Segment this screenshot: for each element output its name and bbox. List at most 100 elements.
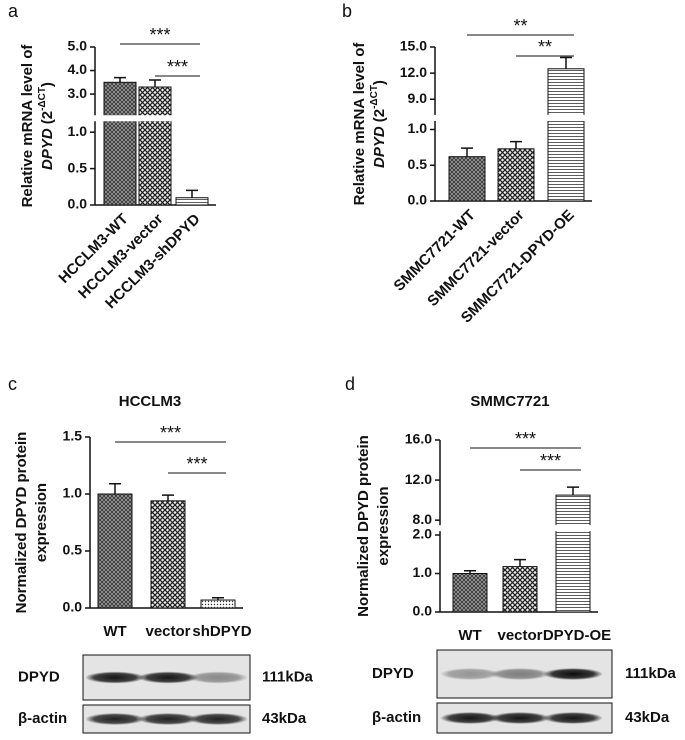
y-tick-label: 2.0: [413, 526, 433, 542]
axis-break: [103, 115, 137, 122]
error-bar: [461, 147, 473, 157]
significance-label: ***: [540, 451, 561, 471]
x-tick-label: DPYD-OE: [543, 627, 611, 644]
y-tick-label: 0.0: [63, 599, 83, 615]
blot-band: [85, 671, 145, 684]
x-tick-label: shDPYD: [192, 623, 251, 640]
significance-label: ***: [149, 25, 170, 45]
blot-band: [490, 668, 550, 680]
y-tick-label: 4.0: [68, 61, 88, 77]
blot-band: [188, 671, 248, 684]
blot-band: [440, 712, 500, 724]
y-label-exponent: -ΔCT: [369, 85, 380, 109]
error-bar: [567, 486, 579, 496]
significance-label: ***: [186, 454, 207, 474]
bar: [138, 86, 172, 206]
y-tick-label: 0.5: [63, 542, 83, 558]
y-tick-label: 1.0: [408, 120, 428, 136]
blot-band: [543, 668, 603, 680]
blot-size: 111kDa: [262, 668, 314, 685]
bar: [103, 81, 137, 206]
y-label-unit: (2: [39, 111, 56, 124]
significance-label: ***: [515, 429, 536, 449]
x-tick-label: SMMC7721-vector: [424, 207, 528, 311]
error-bar: [514, 558, 526, 567]
panel-letter: d: [345, 374, 355, 394]
error-bar: [149, 79, 161, 88]
y-tick-label: 0.0: [408, 192, 428, 208]
significance-label: **: [538, 37, 552, 57]
x-tick-label: WT: [103, 623, 126, 640]
error-bar: [109, 482, 121, 494]
y-tick-label: 9.0: [408, 90, 428, 106]
y-axis-label: DPYD (2-ΔCT): [369, 80, 388, 168]
panel-letter: a: [8, 1, 19, 21]
y-tick-label: 16.0: [405, 431, 432, 447]
y-axis-label: DPYD (2-ΔCT): [37, 82, 56, 170]
bar: [497, 148, 535, 202]
blot-band: [490, 712, 550, 724]
y-tick-label: 12.0: [405, 471, 432, 487]
y-axis-label: Normalized DPYD protein: [355, 435, 372, 617]
bar: [555, 494, 591, 613]
blot-label: DPYD: [18, 668, 60, 685]
blot-band: [138, 713, 198, 725]
y-tick-label: 1.0: [68, 123, 88, 139]
x-tick-label: WT: [458, 627, 481, 644]
blot-label: β-actin: [18, 710, 67, 727]
y-tick-label: 1.0: [413, 564, 433, 580]
error-bar: [464, 570, 476, 574]
error-bar: [186, 189, 198, 198]
y-tick-label: 0.0: [68, 196, 88, 212]
error-bar: [114, 76, 126, 83]
y-axis-label: Relative mRNA level of: [351, 42, 368, 206]
y-label-unit: (2: [371, 109, 388, 122]
y-tick-label: 0.5: [408, 156, 428, 172]
bar: [150, 500, 186, 609]
axis-break: [138, 115, 172, 122]
y-tick-label: 15.0: [400, 38, 427, 54]
x-tick-label: SMMC7721-WT: [391, 207, 479, 295]
bar: [175, 197, 209, 206]
blot-band: [85, 713, 145, 725]
chart-title: HCCLM3: [119, 393, 182, 410]
y-axis-label: Relative mRNA level of: [19, 44, 36, 208]
blot-band: [188, 713, 248, 725]
y-tick-label: 1.5: [63, 428, 83, 444]
y-label-gene: DPYD: [39, 128, 56, 170]
bar: [200, 599, 236, 609]
chart-title: SMMC7721: [470, 393, 549, 410]
x-tick-label: vector: [497, 627, 542, 644]
significance-label: ***: [167, 57, 188, 77]
y-axis-label: expression: [33, 483, 50, 562]
y-tick-label: 8.0: [413, 511, 433, 527]
blot-band: [440, 668, 500, 680]
y-axis-label: Normalized DPYD protein: [13, 432, 30, 614]
y-tick-label: 3.0: [68, 85, 88, 101]
error-bar: [212, 596, 224, 601]
bar: [547, 68, 585, 202]
bar: [97, 493, 133, 609]
y-label-unit-end: ): [371, 80, 388, 85]
y-tick-label: 5.0: [68, 38, 88, 54]
blot-size: 43kDa: [625, 709, 670, 726]
y-tick-label: 12.0: [400, 64, 427, 80]
panel-letter: b: [342, 1, 352, 21]
y-axis-label: expression: [375, 486, 392, 565]
y-label-gene: DPYD: [371, 126, 388, 168]
y-label-exponent: -ΔCT: [37, 87, 48, 111]
bar: [452, 573, 488, 613]
error-bar: [560, 56, 572, 69]
y-tick-label: 0.5: [68, 159, 88, 175]
blot-band: [138, 671, 198, 684]
blot-label: DPYD: [372, 665, 414, 682]
blot-band: [543, 712, 603, 724]
significance-label: **: [513, 16, 527, 36]
panel-letter: c: [8, 374, 17, 394]
axis-break: [555, 525, 591, 532]
x-tick-label: vector: [145, 623, 190, 640]
significance-label: ***: [160, 423, 181, 443]
bar: [502, 566, 538, 613]
